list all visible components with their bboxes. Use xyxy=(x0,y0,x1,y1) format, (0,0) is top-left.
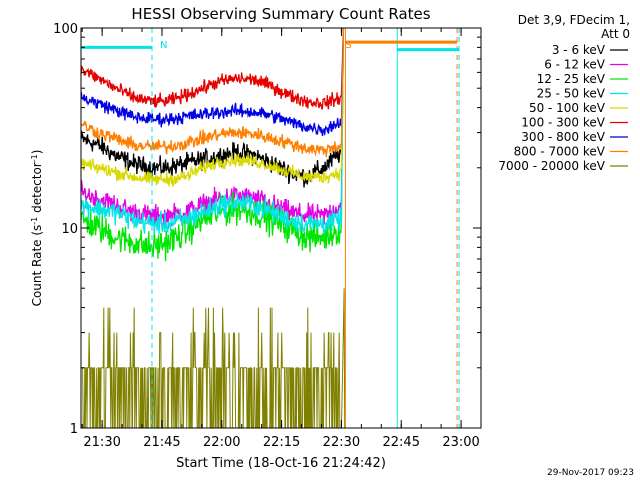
y-axis-label-base: Count Rate (s xyxy=(30,225,44,307)
series-trace-6 xyxy=(80,27,345,137)
svg-text:Count Rate (s-1 detector-1): Count Rate (s-1 detector-1) xyxy=(30,150,45,307)
legend-label-6: 300 - 800 keV xyxy=(521,130,605,144)
y-axis-label: Count Rate (s-1 detector-1) xyxy=(30,150,45,307)
axis-ticks: 21:30 21:45 22:00 22:15 22:30 22:45 23:00 1 10 10… xyxy=(53,22,482,450)
x-tick-label-4: 22:30 xyxy=(323,435,360,450)
y-axis-label-sup2: -1 xyxy=(30,154,39,162)
annotation-N: N xyxy=(160,40,167,51)
legend-label-4: 50 - 100 keV xyxy=(529,101,606,115)
legend-label-5: 100 - 300 keV xyxy=(521,116,605,130)
y-axis-label-sup1: -1 xyxy=(30,217,39,225)
x-tick-label-3: 22:15 xyxy=(263,435,300,450)
x-tick-label-0: 21:30 xyxy=(83,435,120,450)
plot-traces xyxy=(80,27,346,429)
legend-header-line1: Det 3,9, FDecim 1, xyxy=(518,13,630,27)
x-tick-label-2: 22:00 xyxy=(203,435,240,450)
x-tick-label-6: 23:00 xyxy=(442,435,479,450)
annotation-S: S xyxy=(345,40,351,51)
legend-header-line2: Att 0 xyxy=(601,27,630,41)
y-axis-label-mid: detector xyxy=(30,162,44,217)
x-axis-label: Start Time (18-Oct-16 21:24:42) xyxy=(176,456,386,471)
y-tick-label-1: 10 xyxy=(61,222,78,237)
series-trace-7 xyxy=(80,27,345,158)
series-trace-4 xyxy=(80,27,345,187)
y-tick-label-0: 1 xyxy=(70,422,78,437)
legend-label-3: 25 - 50 keV xyxy=(537,87,606,101)
series-trace-1 xyxy=(80,27,345,229)
legend-label-7: 800 - 7000 keV xyxy=(514,145,606,159)
y-tick-label-2: 100 xyxy=(53,22,78,37)
legend-label-8: 7000 - 20000 keV xyxy=(498,159,605,173)
chart-title: HESSI Observing Summary Count Rates xyxy=(131,5,430,23)
legend-label-0: 3 - 6 keV xyxy=(552,43,606,57)
series-trace-2 xyxy=(80,27,345,262)
series-trace-3 xyxy=(80,27,345,235)
x-tick-label-5: 22:45 xyxy=(383,435,420,450)
series-trace-5 xyxy=(80,27,345,110)
x-tick-label-1: 21:45 xyxy=(143,435,180,450)
footer-date: 29-Nov-2017 09:23 xyxy=(547,468,634,478)
legend-label-2: 12 - 25 keV xyxy=(537,72,606,86)
y-axis-label-end: ) xyxy=(30,150,44,155)
legend-label-1: 6 - 12 keV xyxy=(544,58,606,72)
